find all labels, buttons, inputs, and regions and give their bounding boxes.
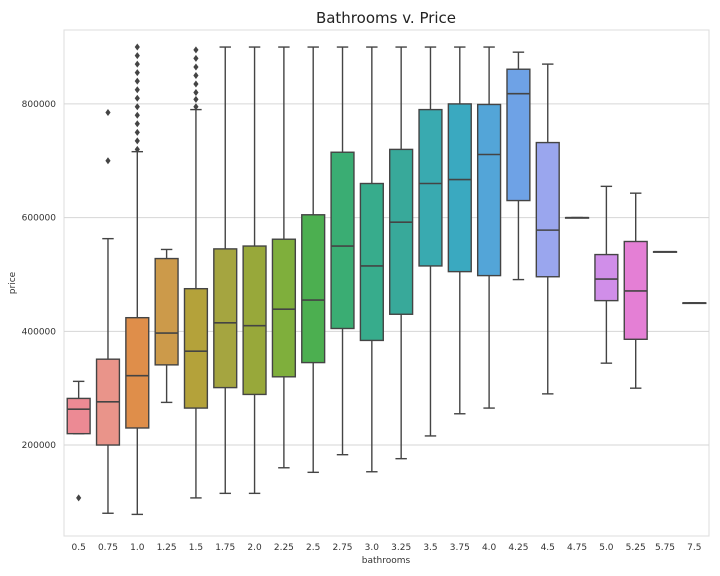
outlier-point — [134, 60, 140, 68]
box-iqr — [476, 103, 502, 277]
x-tick-label: 4.75 — [567, 543, 587, 553]
outlier-point — [134, 145, 140, 153]
box-1.0 — [125, 43, 150, 516]
box-4.5 — [535, 63, 560, 395]
box-iqr — [418, 108, 443, 267]
outlier-point — [134, 128, 140, 136]
outlier-point — [193, 46, 199, 54]
outlier-point — [134, 43, 140, 51]
box-iqr — [447, 103, 472, 273]
x-tick-label: 3.5 — [423, 543, 437, 553]
outlier-point — [134, 111, 140, 119]
outlier-point — [193, 54, 199, 62]
x-tick-label: 0.75 — [98, 543, 118, 553]
outlier-point — [134, 120, 140, 128]
box-2.75 — [330, 46, 355, 456]
box-iqr — [594, 253, 619, 302]
box-1.25 — [154, 248, 179, 404]
x-tick-label: 4.5 — [541, 543, 555, 553]
x-tick-label: 1.5 — [189, 543, 203, 553]
box-iqr — [125, 316, 150, 429]
box-iqr — [301, 214, 326, 364]
outlier-point — [105, 157, 111, 165]
outlier-point — [193, 95, 199, 103]
x-tick-label: 7.5 — [687, 543, 701, 553]
y-axis-ticks: 200000 400000 600000 800000 — [22, 100, 57, 451]
x-tick-label: 3.75 — [450, 543, 470, 553]
outlier-point — [76, 494, 82, 502]
y-tick-label: 600000 — [22, 214, 57, 224]
box-3.5 — [418, 46, 443, 437]
x-tick-label: 4.0 — [482, 543, 497, 553]
outlier-point — [134, 77, 140, 85]
y-axis-label: price — [8, 271, 18, 294]
x-tick-label: 5.0 — [599, 543, 614, 553]
x-tick-label: 4.25 — [508, 543, 528, 553]
outlier-point — [134, 103, 140, 111]
x-tick-label: 2.75 — [332, 543, 352, 553]
x-tick-label: 5.75 — [655, 543, 675, 553]
x-tick-label: 1.75 — [215, 543, 235, 553]
x-tick-label: 1.25 — [157, 543, 177, 553]
outlier-point — [105, 108, 111, 116]
x-tick-label: 1.0 — [130, 543, 145, 553]
y-tick-label: 200000 — [22, 441, 57, 451]
box-iqr — [330, 151, 355, 330]
box-iqr — [66, 397, 91, 435]
box-4.25 — [506, 51, 531, 281]
box-0.75 — [95, 108, 121, 514]
outlier-point — [134, 52, 140, 60]
outlier-point — [134, 69, 140, 77]
box-iqr — [271, 238, 297, 378]
box-5.25 — [623, 192, 648, 389]
outlier-point — [193, 63, 199, 71]
x-tick-label: 3.25 — [391, 543, 411, 553]
x-tick-label: 0.5 — [71, 543, 85, 553]
x-tick-label: 2.0 — [247, 543, 262, 553]
outlier-point — [134, 94, 140, 102]
box-iqr — [183, 287, 209, 409]
x-tick-label: 3.0 — [365, 543, 380, 553]
box-2.5 — [301, 46, 326, 474]
y-tick-label: 800000 — [22, 100, 57, 110]
box-iqr — [154, 257, 179, 366]
x-tick-label: 5.25 — [626, 543, 646, 553]
box-2.25 — [271, 46, 297, 469]
outlier-point — [193, 89, 199, 97]
box-iqr — [242, 245, 267, 396]
outlier-point — [193, 71, 199, 79]
box-1.75 — [213, 46, 238, 495]
box-4.0 — [476, 46, 502, 409]
chart-title: Bathrooms v. Price — [316, 9, 456, 27]
x-axis-label: bathrooms — [362, 556, 411, 566]
outlier-point — [193, 103, 199, 111]
box-series — [66, 43, 707, 516]
outlier-point — [134, 137, 140, 145]
outlier-point — [193, 80, 199, 88]
box-iqr — [506, 68, 531, 202]
x-axis-ticks: 0.5 0.75 1.0 1.25 1.5 1.75 2.0 2.25 2.5 2.75 3.0 3.… — [71, 543, 701, 553]
y-tick-label: 400000 — [22, 327, 57, 337]
box-1.5 — [183, 46, 209, 499]
box-4.75 — [564, 216, 590, 219]
box-5.0 — [594, 185, 619, 364]
box-iqr — [535, 141, 560, 278]
box-2.0 — [242, 46, 267, 495]
box-5.75 — [652, 250, 678, 253]
box-3.0 — [359, 46, 384, 473]
x-tick-label: 2.25 — [274, 543, 294, 553]
box-3.75 — [447, 46, 472, 415]
box-iqr — [389, 148, 414, 315]
x-tick-label: 2.5 — [306, 543, 320, 553]
box-0.5 — [66, 380, 91, 502]
box-3.25 — [389, 46, 414, 460]
box-iqr — [213, 248, 238, 389]
outlier-point — [134, 86, 140, 94]
box-7.5 — [682, 302, 707, 305]
box-iqr — [359, 182, 384, 342]
